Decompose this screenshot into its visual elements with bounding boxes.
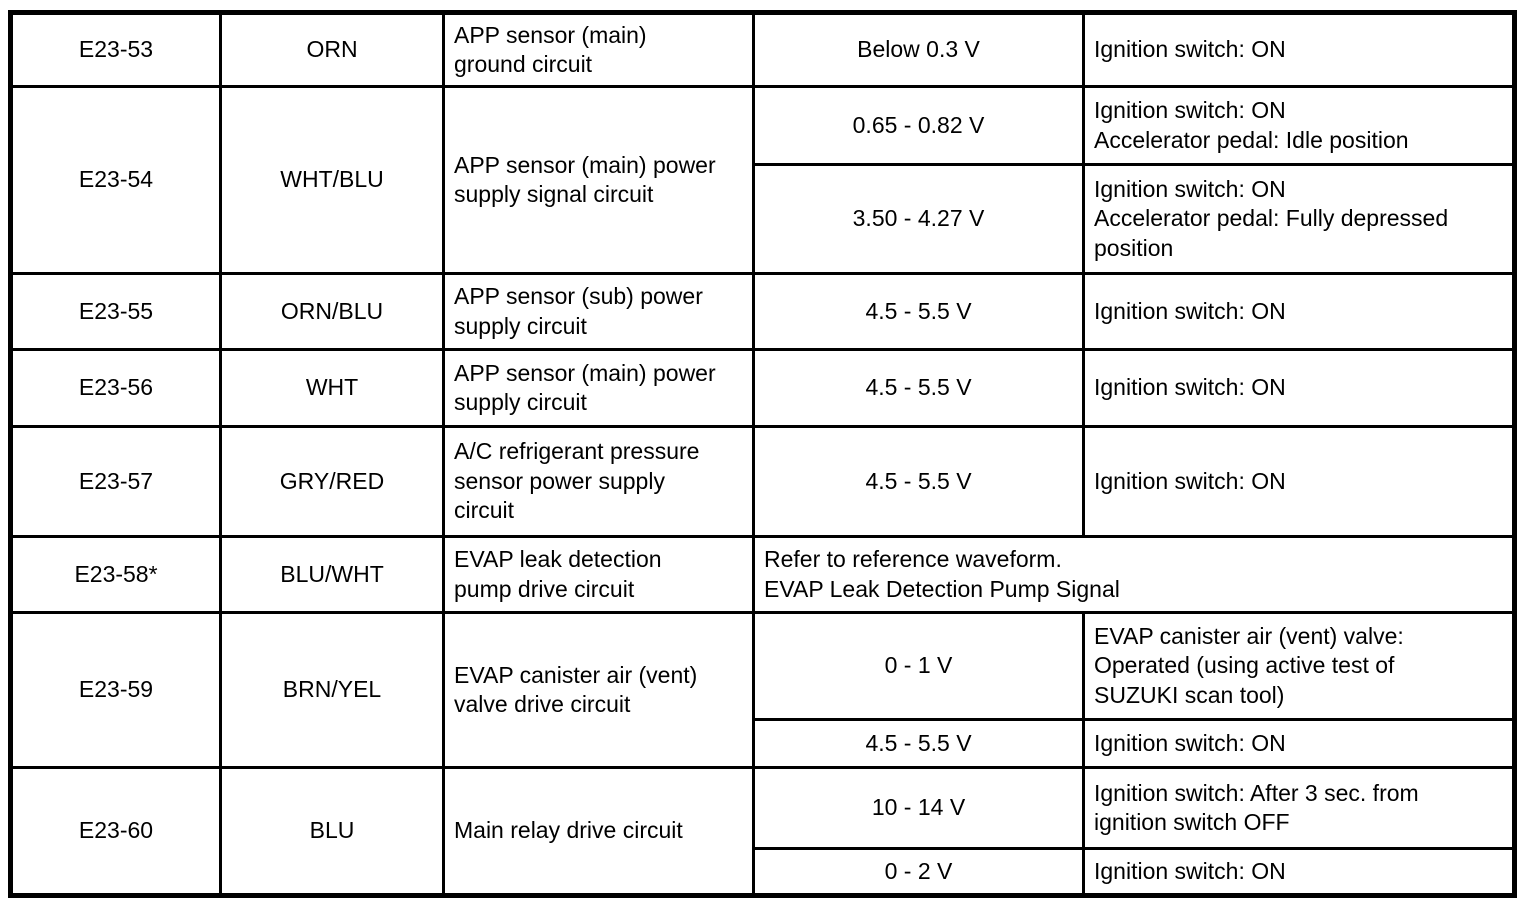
voltage-cell: 3.50 - 4.27 V (752, 163, 1085, 275)
terminal-cell: E23-54 (9, 85, 222, 275)
table-row: E23-53 ORN APP sensor (main) ground circ… (9, 11, 1516, 88)
voltage-cell: 4.5 - 5.5 V (752, 718, 1085, 769)
terminal-cell: E23-57 (9, 425, 222, 538)
wire-color-cell: BRN/YEL (219, 611, 445, 769)
waveform-note-cell: Refer to reference waveform. EVAP Leak D… (752, 535, 1516, 614)
wire-color-cell: WHT/BLU (219, 85, 445, 275)
table-row: 4.5 - 5.5 V Ignition switch: ON (11, 718, 1516, 769)
condition-cell: Ignition switch: ON (1082, 11, 1516, 88)
condition-cell: Ignition switch: ON (1082, 272, 1516, 351)
circuit-cell: APP sensor (main) power supply signal ci… (442, 85, 755, 275)
table-row: E23-59 BRN/YEL EVAP canister air (vent) … (9, 611, 1516, 769)
wire-color-cell: BLU/WHT (219, 535, 445, 614)
voltage-cell: 0.65 - 0.82 V (752, 85, 1085, 166)
circuit-cell: EVAP leak detection pump drive circuit (442, 535, 755, 614)
circuit-cell: EVAP canister air (vent) valve drive cir… (442, 611, 755, 769)
table-row: E23-60 BLU Main relay drive circuit 10 -… (9, 766, 1516, 897)
table-row: E23-54 WHT/BLU APP sensor (main) power s… (9, 85, 1516, 275)
wire-color-cell: ORN/BLU (219, 272, 445, 351)
table-row: E23-55 ORN/BLU APP sensor (sub) power su… (9, 272, 1516, 351)
voltage-cell: Below 0.3 V (752, 11, 1085, 88)
terminal-cell: E23-56 (9, 348, 222, 428)
condition-cell: Ignition switch: After 3 sec. from ignit… (1082, 766, 1516, 850)
voltage-cell: 4.5 - 5.5 V (752, 425, 1085, 538)
condition-cell: Ignition switch: ON Accelerator pedal: I… (1082, 85, 1516, 166)
table-row: E23-57 GRY/RED A/C refrigerant pressure … (9, 425, 1516, 538)
table-row: E23-56 WHT APP sensor (main) power suppl… (9, 348, 1516, 428)
circuit-cell: APP sensor (sub) power supply circuit (442, 272, 755, 351)
table-row: 0 - 2 V Ignition switch: ON (11, 847, 1516, 897)
condition-cell: Ignition switch: ON (1082, 348, 1516, 428)
terminal-cell: E23-53 (9, 11, 222, 88)
circuit-cell: Main relay drive circuit (442, 766, 755, 897)
voltage-cell: 0 - 1 V (752, 611, 1085, 721)
terminal-cell: E23-58* (9, 535, 222, 614)
condition-cell: Ignition switch: ON (1082, 847, 1516, 897)
condition-cell: Ignition switch: ON (1082, 718, 1516, 769)
wire-color-cell: WHT (219, 348, 445, 428)
circuit-cell: APP sensor (main) power supply circuit (442, 348, 755, 428)
voltage-cell: 10 - 14 V (752, 766, 1085, 850)
condition-cell: Ignition switch: ON Accelerator pedal: F… (1082, 163, 1516, 275)
wire-color-cell: BLU (219, 766, 445, 897)
voltage-cell: 4.5 - 5.5 V (752, 272, 1085, 351)
voltage-cell: 0 - 2 V (752, 847, 1085, 897)
terminal-voltage-table: E23-53 ORN APP sensor (main) ground circ… (8, 10, 1517, 898)
voltage-cell: 4.5 - 5.5 V (752, 348, 1085, 428)
terminal-cell: E23-55 (9, 272, 222, 351)
wire-color-cell: ORN (219, 11, 445, 88)
wire-color-cell: GRY/RED (219, 425, 445, 538)
terminal-cell: E23-60 (9, 766, 222, 897)
table-row: E23-58* BLU/WHT EVAP leak detection pump… (9, 535, 1516, 614)
table-row: 3.50 - 4.27 V Ignition switch: ON Accele… (11, 163, 1516, 275)
terminal-cell: E23-59 (9, 611, 222, 769)
condition-cell: EVAP canister air (vent) valve: Operated… (1082, 611, 1516, 721)
circuit-cell: A/C refrigerant pressure sensor power su… (442, 425, 755, 538)
condition-cell: Ignition switch: ON (1082, 425, 1516, 538)
circuit-cell: APP sensor (main) ground circuit (442, 11, 755, 88)
